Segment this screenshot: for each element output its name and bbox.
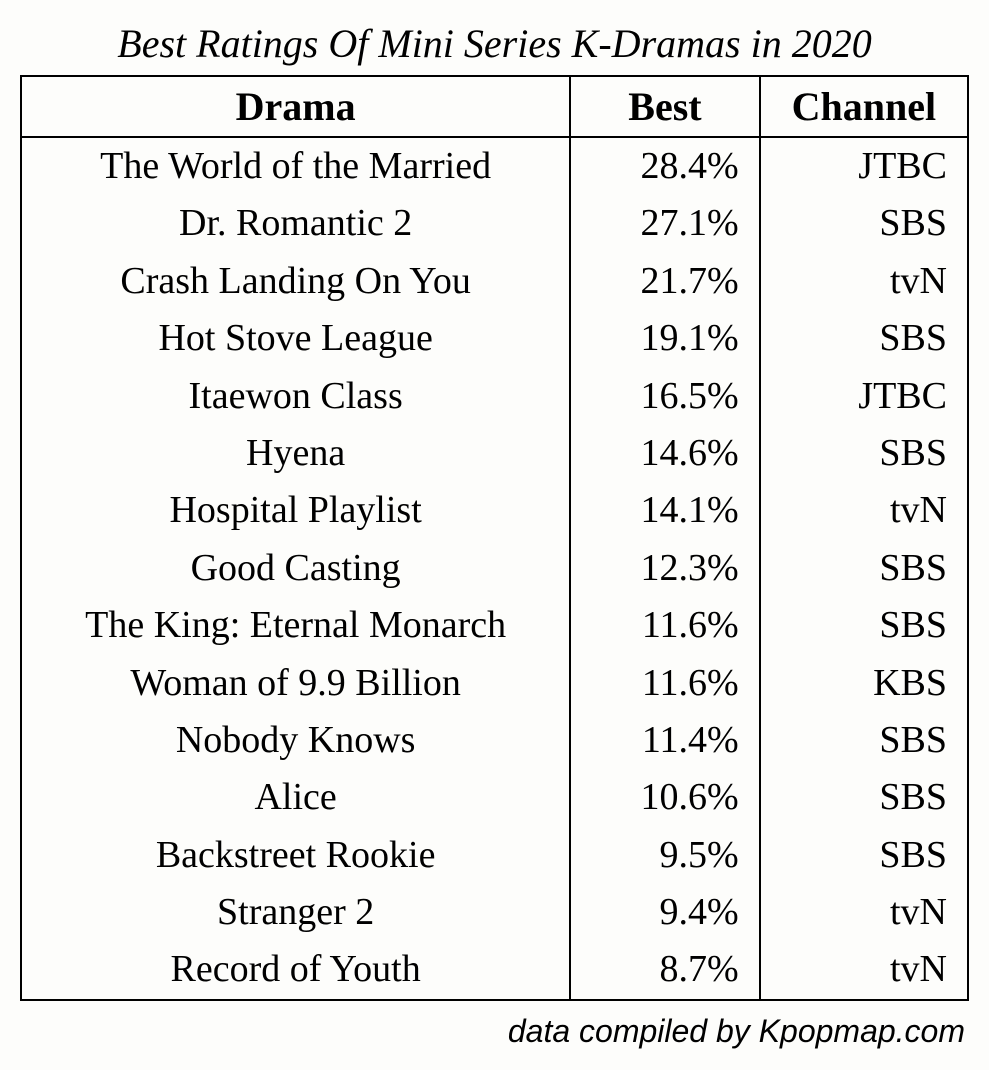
table-row: Woman of 9.9 Billion11.6%KBS xyxy=(21,655,968,712)
cell-drama: Record of Youth xyxy=(21,941,570,999)
cell-best: 8.7% xyxy=(570,941,759,999)
cell-channel: SBS xyxy=(760,310,968,367)
table-row: Record of Youth8.7%tvN xyxy=(21,941,968,999)
table-row: Hot Stove League19.1%SBS xyxy=(21,310,968,367)
cell-drama: Woman of 9.9 Billion xyxy=(21,655,570,712)
cell-channel: tvN xyxy=(760,482,968,539)
cell-best: 14.1% xyxy=(570,482,759,539)
cell-best: 21.7% xyxy=(570,253,759,310)
cell-best: 11.6% xyxy=(570,655,759,712)
cell-channel: KBS xyxy=(760,655,968,712)
cell-best: 28.4% xyxy=(570,137,759,195)
col-header-channel: Channel xyxy=(760,76,968,137)
cell-channel: SBS xyxy=(760,597,968,654)
cell-best: 16.5% xyxy=(570,368,759,425)
cell-drama: Alice xyxy=(21,769,570,826)
cell-channel: tvN xyxy=(760,253,968,310)
table-row: Crash Landing On You21.7%tvN xyxy=(21,253,968,310)
cell-channel: SBS xyxy=(760,195,968,252)
table-row: The World of the Married28.4%JTBC xyxy=(21,137,968,195)
table-row: Hyena14.6%SBS xyxy=(21,425,968,482)
cell-best: 9.5% xyxy=(570,827,759,884)
cell-best: 9.4% xyxy=(570,884,759,941)
cell-best: 19.1% xyxy=(570,310,759,367)
ratings-table-container: Best Ratings Of Mini Series K-Dramas in … xyxy=(20,20,969,1050)
cell-best: 27.1% xyxy=(570,195,759,252)
cell-drama: Good Casting xyxy=(21,540,570,597)
cell-drama: Dr. Romantic 2 xyxy=(21,195,570,252)
cell-channel: tvN xyxy=(760,941,968,999)
cell-channel: SBS xyxy=(760,769,968,826)
cell-best: 11.4% xyxy=(570,712,759,769)
cell-best: 12.3% xyxy=(570,540,759,597)
cell-best: 11.6% xyxy=(570,597,759,654)
cell-drama: Backstreet Rookie xyxy=(21,827,570,884)
col-header-best: Best xyxy=(570,76,759,137)
ratings-table: Drama Best Channel The World of the Marr… xyxy=(20,75,969,1001)
cell-drama: Hyena xyxy=(21,425,570,482)
footer-credit: data compiled by Kpopmap.com xyxy=(20,1013,969,1050)
cell-channel: JTBC xyxy=(760,368,968,425)
col-header-drama: Drama xyxy=(21,76,570,137)
table-header-row: Drama Best Channel xyxy=(21,76,968,137)
cell-channel: SBS xyxy=(760,540,968,597)
cell-drama: Crash Landing On You xyxy=(21,253,570,310)
table-row: Good Casting12.3%SBS xyxy=(21,540,968,597)
table-row: Itaewon Class16.5%JTBC xyxy=(21,368,968,425)
cell-best: 10.6% xyxy=(570,769,759,826)
cell-drama: The King: Eternal Monarch xyxy=(21,597,570,654)
cell-drama: Hot Stove League xyxy=(21,310,570,367)
cell-channel: SBS xyxy=(760,712,968,769)
cell-drama: Nobody Knows xyxy=(21,712,570,769)
cell-best: 14.6% xyxy=(570,425,759,482)
cell-drama: The World of the Married xyxy=(21,137,570,195)
cell-channel: JTBC xyxy=(760,137,968,195)
cell-drama: Stranger 2 xyxy=(21,884,570,941)
table-row: Hospital Playlist14.1%tvN xyxy=(21,482,968,539)
table-row: Stranger 29.4%tvN xyxy=(21,884,968,941)
cell-channel: SBS xyxy=(760,827,968,884)
table-row: Backstreet Rookie9.5%SBS xyxy=(21,827,968,884)
cell-drama: Hospital Playlist xyxy=(21,482,570,539)
cell-drama: Itaewon Class xyxy=(21,368,570,425)
table-row: Alice10.6%SBS xyxy=(21,769,968,826)
table-row: Dr. Romantic 227.1%SBS xyxy=(21,195,968,252)
cell-channel: SBS xyxy=(760,425,968,482)
table-row: The King: Eternal Monarch11.6%SBS xyxy=(21,597,968,654)
page-title: Best Ratings Of Mini Series K-Dramas in … xyxy=(20,20,969,67)
cell-channel: tvN xyxy=(760,884,968,941)
table-row: Nobody Knows11.4%SBS xyxy=(21,712,968,769)
